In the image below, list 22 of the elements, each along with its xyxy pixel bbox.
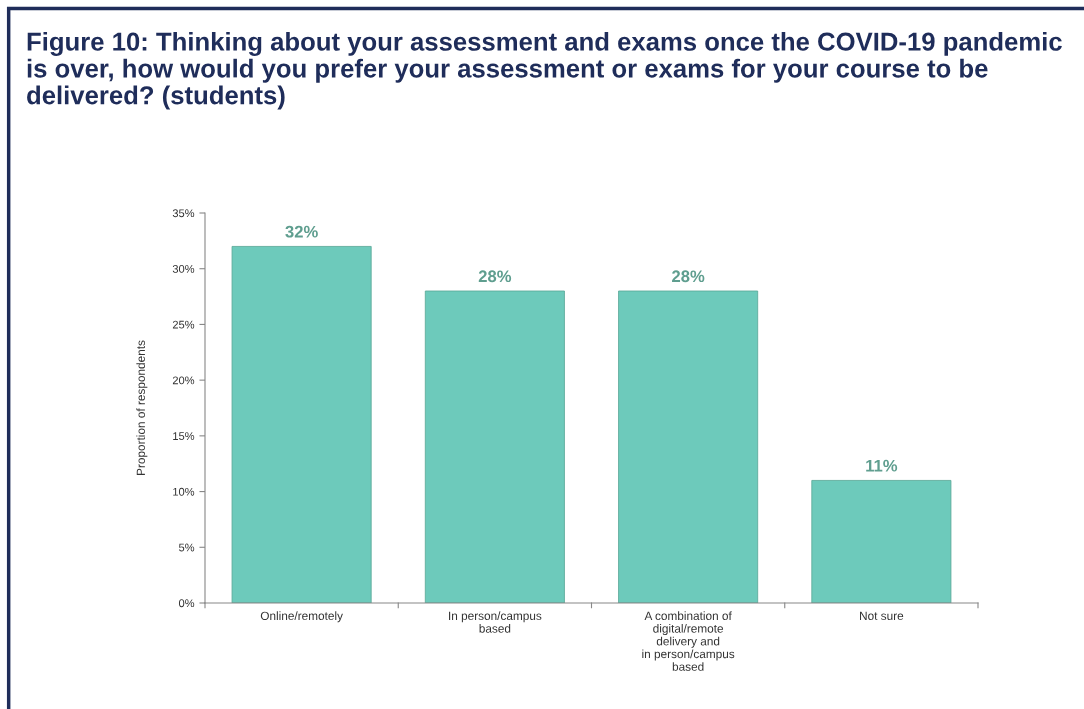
bar [424, 290, 565, 603]
data-label: 28% [478, 270, 512, 283]
y-tick-label: 35% [172, 209, 195, 218]
x-tick-label: Online/remotely [260, 611, 343, 623]
y-tick-label: 10% [173, 487, 195, 496]
y-tick-label: 0% [178, 599, 195, 608]
y-tick-label: 25% [172, 320, 195, 329]
bar [811, 480, 952, 603]
bar [618, 290, 759, 603]
data-label: 11% [866, 459, 898, 472]
data-label: 28% [672, 270, 705, 283]
x-tick-label: Not sure [860, 611, 904, 620]
y-tick-label: 20% [172, 376, 195, 385]
x-tick-label: In person/campus based [449, 611, 542, 633]
data-label: 32% [285, 225, 318, 238]
bar [231, 246, 372, 603]
y-tick-label: 15% [173, 432, 195, 440]
y-axis-title: Proportion of respondents [136, 340, 148, 475]
y-tick-label: 5% [178, 543, 195, 552]
chart-title: Figure 10: Thinking about your assessment and exams once the COVID-19 pandemic is over, how would you prefer your assessment or exams for your course to be delivered? (students) [27, 31, 1062, 110]
x-tick-label: A combination of digital/remote delivery and in person/campus based [642, 611, 735, 671]
y-tick-label: 30% [172, 264, 195, 273]
